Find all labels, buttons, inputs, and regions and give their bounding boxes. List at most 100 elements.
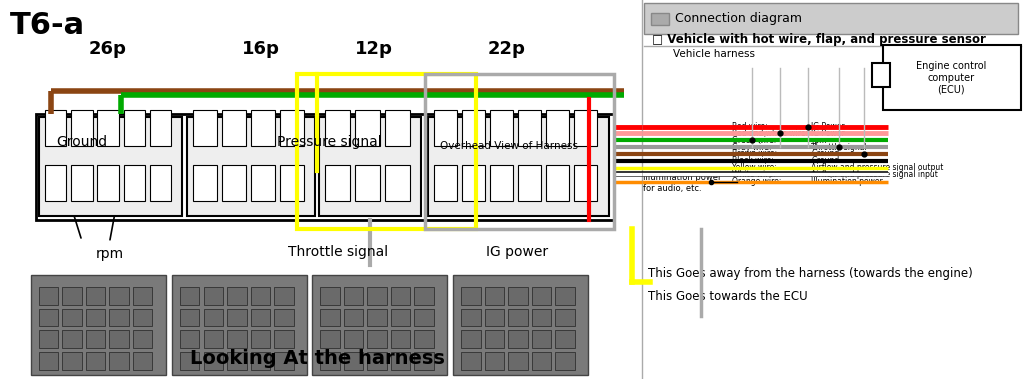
Bar [133, 287, 152, 305]
Text: Green wire:: Green wire: [732, 136, 776, 145]
FancyBboxPatch shape [883, 45, 1021, 110]
Bar [508, 287, 528, 305]
Text: IG Power: IG Power [811, 122, 845, 131]
FancyBboxPatch shape [651, 13, 669, 25]
Bar [355, 110, 380, 146]
Bar [320, 352, 340, 370]
Text: Connection diagram: Connection diagram [675, 12, 802, 25]
Bar [508, 352, 528, 370]
Bar [325, 110, 350, 146]
Bar [180, 309, 199, 326]
Bar [414, 330, 434, 348]
Bar [45, 110, 66, 146]
Bar [133, 330, 152, 348]
Bar [508, 309, 528, 326]
Text: □ Vehicle with hot wire, flap, and pressure sensor: □ Vehicle with hot wire, flap, and press… [652, 33, 985, 45]
Bar [344, 287, 363, 305]
Bar [193, 110, 217, 146]
Text: Looking At the harness: Looking At the harness [189, 349, 445, 368]
Bar [62, 352, 82, 370]
Bar [555, 352, 575, 370]
Bar [485, 287, 504, 305]
Bar [180, 352, 199, 370]
Bar [39, 352, 58, 370]
Bar [124, 110, 145, 146]
Bar [39, 330, 58, 348]
Bar [344, 352, 363, 370]
Bar [149, 110, 171, 146]
Bar [575, 165, 597, 201]
Bar [62, 330, 82, 348]
Text: Orange wire:: Orange wire: [732, 177, 782, 186]
Text: Illumination power
for audio, etc.: Illumination power for audio, etc. [643, 173, 722, 193]
Bar [532, 287, 551, 305]
Bar [532, 330, 551, 348]
Text: Engine control
computer
(ECU): Engine control computer (ECU) [917, 61, 986, 94]
Bar [555, 287, 575, 305]
Bar [508, 330, 528, 348]
Bar [414, 352, 434, 370]
Bar [227, 352, 247, 370]
Bar [391, 352, 410, 370]
Bar [86, 330, 105, 348]
Text: Illumination power: Illumination power [811, 177, 883, 186]
Bar [109, 287, 129, 305]
Text: T6-a: T6-a [10, 11, 85, 41]
Text: Yellow wire:: Yellow wire: [732, 163, 777, 172]
Bar [355, 165, 380, 201]
Bar [97, 110, 119, 146]
Bar [344, 309, 363, 326]
Text: Black wire:: Black wire: [732, 156, 774, 165]
FancyBboxPatch shape [312, 275, 447, 375]
Bar [222, 110, 246, 146]
Bar [193, 165, 217, 201]
Bar [227, 309, 247, 326]
Bar [575, 110, 597, 146]
Bar [227, 330, 247, 348]
Bar [461, 309, 481, 326]
Bar [391, 287, 410, 305]
Bar [133, 352, 152, 370]
Bar [251, 330, 270, 348]
Bar [251, 352, 270, 370]
Bar [461, 287, 481, 305]
Text: Throttle signal: Throttle signal [287, 245, 388, 259]
Bar [462, 110, 485, 146]
Bar [490, 110, 514, 146]
Bar [62, 287, 82, 305]
Bar [180, 330, 199, 348]
Text: White wire:: White wire: [732, 170, 776, 179]
Bar [204, 287, 223, 305]
Text: Red and white wire:: Red and white wire: [732, 129, 808, 138]
FancyBboxPatch shape [428, 117, 609, 216]
Bar [109, 309, 129, 326]
Bar [490, 165, 514, 201]
Text: rpm: rpm [811, 136, 827, 145]
FancyBboxPatch shape [644, 3, 1018, 34]
Bar [462, 165, 485, 201]
Bar [109, 352, 129, 370]
Bar [461, 330, 481, 348]
FancyBboxPatch shape [31, 275, 166, 375]
Text: IG Power: IG Power [811, 129, 845, 138]
Bar [485, 352, 504, 370]
FancyBboxPatch shape [872, 63, 890, 87]
Bar [204, 352, 223, 370]
Bar [367, 287, 387, 305]
Bar [532, 309, 551, 326]
Text: Brown wire:: Brown wire: [732, 149, 777, 158]
Bar [386, 110, 410, 146]
Text: This Goes away from the harness (towards the engine): This Goes away from the harness (towards… [648, 267, 972, 280]
Bar [485, 309, 504, 326]
Bar [367, 330, 387, 348]
Bar [367, 352, 387, 370]
Bar [86, 309, 105, 326]
Bar [461, 352, 481, 370]
Text: 22p: 22p [487, 40, 526, 58]
Text: Overhead View of Harness: Overhead View of Harness [440, 141, 578, 151]
Bar [325, 165, 350, 201]
FancyBboxPatch shape [39, 117, 182, 216]
Bar [320, 309, 340, 326]
Bar [546, 110, 570, 146]
Text: Ground: Ground [56, 135, 107, 149]
